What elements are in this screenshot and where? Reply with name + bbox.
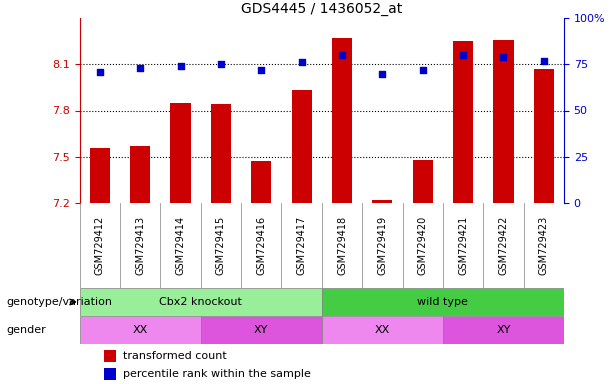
Text: XY: XY [254, 325, 268, 335]
Text: gender: gender [6, 325, 46, 335]
Bar [372, 200, 392, 203]
Bar [443, 316, 564, 344]
Point [297, 60, 306, 66]
Point [378, 70, 387, 76]
Bar [292, 91, 312, 203]
Bar [322, 316, 443, 344]
Point [337, 52, 347, 58]
Point [135, 65, 145, 71]
Title: GDS4445 / 1436052_at: GDS4445 / 1436052_at [241, 2, 403, 16]
Text: Cbx2 knockout: Cbx2 knockout [159, 297, 242, 307]
Bar [453, 41, 473, 203]
Text: genotype/variation: genotype/variation [6, 297, 112, 307]
Bar [104, 368, 116, 380]
Text: XY: XY [497, 325, 511, 335]
Bar [130, 146, 150, 203]
Bar [170, 103, 191, 203]
Text: wild type: wild type [417, 297, 468, 307]
Text: GSM729416: GSM729416 [256, 216, 266, 275]
Text: GSM729417: GSM729417 [297, 216, 306, 275]
Bar [211, 104, 231, 203]
Bar [80, 316, 201, 344]
Text: GSM729420: GSM729420 [417, 216, 428, 275]
Text: XX: XX [132, 325, 148, 335]
Text: GSM729412: GSM729412 [95, 216, 105, 275]
Text: transformed count: transformed count [123, 351, 227, 361]
Bar [332, 38, 352, 203]
Bar [413, 160, 433, 203]
Text: GSM729422: GSM729422 [498, 216, 508, 275]
Bar [534, 69, 554, 203]
Text: XX: XX [375, 325, 390, 335]
Point [458, 52, 468, 58]
Text: percentile rank within the sample: percentile rank within the sample [123, 369, 311, 379]
Bar [322, 288, 564, 316]
Point [498, 54, 508, 60]
Text: GSM729414: GSM729414 [175, 216, 186, 275]
Text: GSM729419: GSM729419 [378, 216, 387, 275]
Bar [201, 316, 322, 344]
Text: GSM729421: GSM729421 [458, 216, 468, 275]
Bar [89, 147, 110, 203]
Bar [104, 350, 116, 362]
Point [418, 67, 428, 73]
Bar [251, 161, 272, 203]
Text: GSM729423: GSM729423 [539, 216, 549, 275]
Point [539, 58, 549, 64]
Text: GSM729418: GSM729418 [337, 216, 347, 275]
Point [176, 63, 186, 69]
Point [256, 67, 266, 73]
Point [95, 69, 105, 75]
Bar [493, 40, 514, 203]
Bar [80, 288, 322, 316]
Text: GSM729413: GSM729413 [135, 216, 145, 275]
Text: GSM729415: GSM729415 [216, 216, 226, 275]
Point [216, 61, 226, 67]
